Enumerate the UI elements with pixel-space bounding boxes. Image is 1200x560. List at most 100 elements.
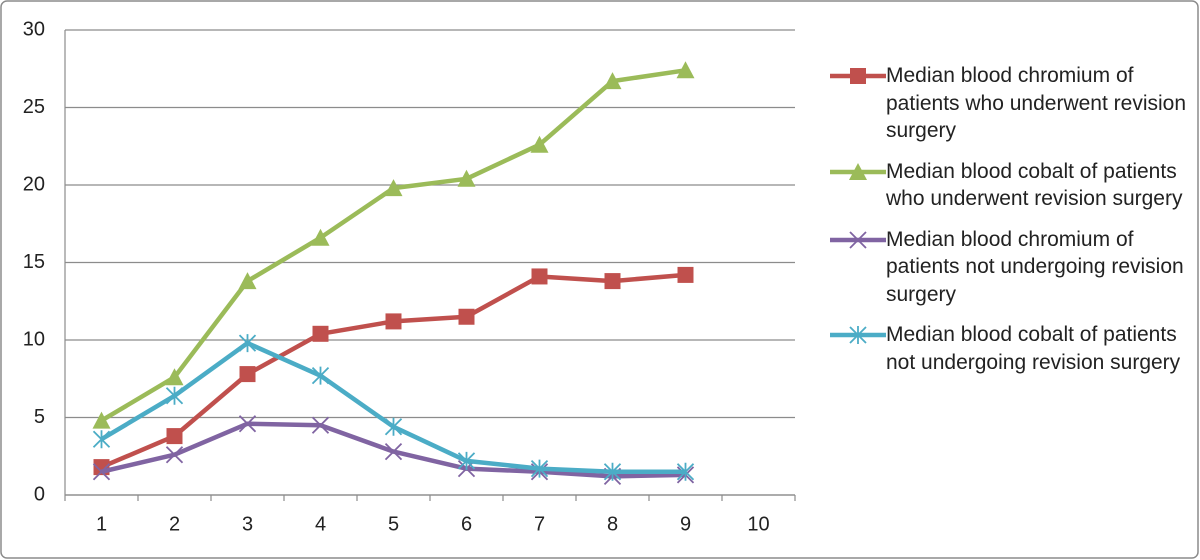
marker [849, 230, 867, 249]
marker [849, 326, 867, 344]
marker [530, 135, 549, 153]
marker [239, 366, 256, 383]
marker-triangle [238, 272, 257, 290]
marker-square [531, 268, 548, 285]
x-tick-label: 7 [534, 513, 545, 535]
y-tick-label: 20 [23, 173, 45, 195]
x-tick-label: 1 [96, 513, 107, 535]
y-tick-label: 0 [34, 483, 45, 505]
marker-triangle [676, 61, 695, 79]
marker-x [238, 415, 257, 433]
legend-entry: Median blood cobalt of patients not unde… [830, 321, 1190, 376]
marker [92, 430, 111, 449]
marker [92, 463, 111, 481]
y-tick-label: 5 [34, 406, 45, 428]
marker [384, 442, 403, 461]
legend-swatch [830, 162, 886, 180]
marker-star [676, 462, 695, 481]
marker-star [311, 366, 330, 385]
legend-label: Median blood chromium of patients not un… [886, 227, 1184, 306]
marker-triangle [165, 368, 184, 386]
marker [457, 451, 476, 470]
marker-triangle [603, 72, 622, 90]
x-tick-label: 2 [169, 513, 180, 535]
y-tick-label: 10 [23, 328, 45, 350]
legend-swatch [830, 68, 886, 84]
y-tick-label: 25 [23, 96, 45, 118]
marker-star [603, 462, 622, 481]
marker-square [166, 428, 183, 445]
marker [311, 416, 330, 434]
marker [603, 72, 622, 90]
marker [603, 462, 622, 481]
marker-star [238, 334, 257, 353]
marker-star [457, 451, 476, 470]
legend-label: Median blood cobalt of patients not unde… [886, 323, 1181, 374]
legend-entry: Median blood chromium of patients who un… [830, 62, 1190, 145]
marker [384, 417, 403, 436]
marker-square [458, 308, 475, 325]
marker-square [385, 313, 402, 330]
marker [531, 268, 548, 285]
marker [849, 162, 867, 180]
marker-x [92, 463, 111, 481]
legend-entry: Median blood chromium of patients not un… [830, 226, 1190, 309]
marker [311, 228, 330, 246]
x-tick-label: 10 [747, 513, 769, 535]
marker-x [311, 416, 330, 434]
marker-triangle [92, 411, 111, 429]
marker [238, 272, 257, 290]
marker [677, 266, 694, 283]
marker-square [604, 273, 621, 290]
marker [385, 313, 402, 330]
marker-triangle [384, 179, 403, 197]
x-tick-label: 8 [607, 513, 618, 535]
legend-label: Median blood cobalt of patients who unde… [886, 159, 1183, 211]
marker-x [384, 442, 403, 461]
x-tick-label: 6 [461, 513, 472, 535]
marker-triangle [530, 135, 549, 153]
marker [165, 368, 184, 386]
x-tick-label: 4 [315, 513, 326, 535]
marker-star [849, 326, 867, 344]
marker-star [384, 417, 403, 436]
marker [311, 366, 330, 385]
marker-square [312, 325, 329, 342]
marker [92, 411, 111, 429]
legend-swatch [830, 230, 886, 249]
marker [676, 61, 695, 79]
marker-triangle [311, 228, 330, 246]
marker [384, 179, 403, 197]
legend-swatch [830, 326, 886, 344]
marker [604, 273, 621, 290]
y-tick-label: 15 [23, 251, 45, 273]
marker-square [677, 266, 694, 283]
marker-star [92, 430, 111, 449]
x-tick-label: 3 [242, 513, 253, 535]
marker [458, 308, 475, 325]
marker-triangle [457, 169, 476, 187]
legend-entry: Median blood cobalt of patients who unde… [830, 158, 1190, 213]
marker [676, 462, 695, 481]
marker-star [530, 459, 549, 478]
marker [165, 386, 184, 405]
marker [457, 169, 476, 187]
marker [238, 334, 257, 353]
marker-square [850, 68, 866, 84]
marker-square [239, 366, 256, 383]
legend-label: Median blood chromium of patients who un… [886, 64, 1187, 142]
x-tick-label: 5 [388, 513, 399, 535]
marker-x [849, 230, 867, 249]
marker [312, 325, 329, 342]
marker [238, 415, 257, 433]
marker-x [165, 446, 184, 464]
marker [165, 446, 184, 464]
marker-star [165, 386, 184, 405]
marker [530, 459, 549, 478]
x-tick-label: 9 [680, 513, 691, 535]
y-tick-label: 30 [23, 18, 45, 40]
legend: Median blood chromium of patients who un… [830, 62, 1190, 389]
marker [850, 68, 866, 84]
